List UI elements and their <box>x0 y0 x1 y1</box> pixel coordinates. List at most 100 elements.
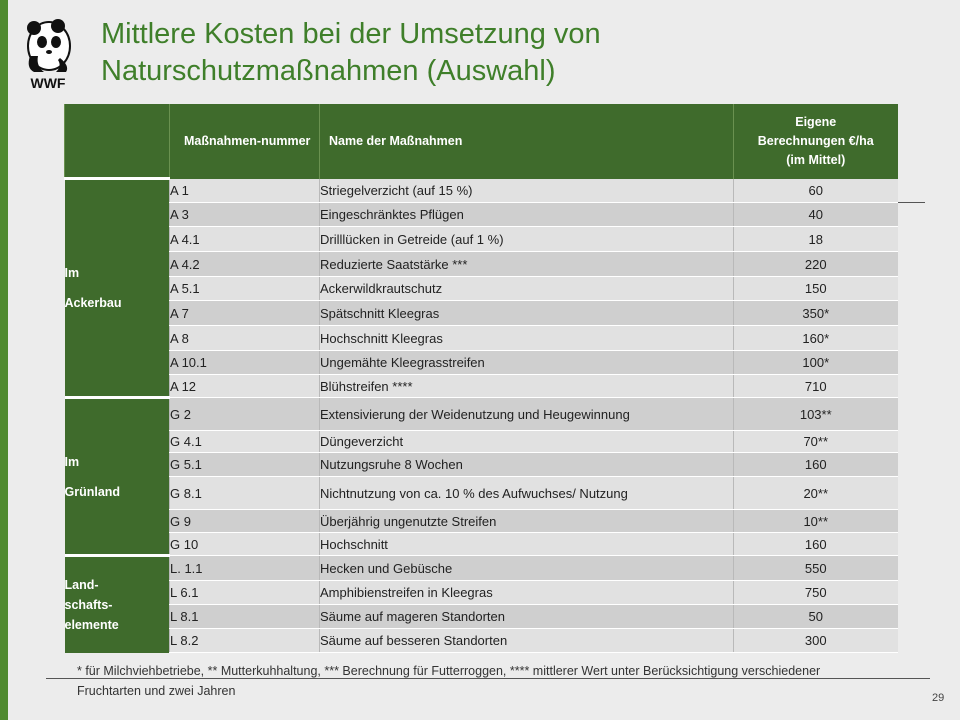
measure-cost: 40 <box>733 202 898 227</box>
page-number: 29 <box>932 692 945 704</box>
group-label-line: Im <box>64 266 80 280</box>
measure-cost: 160* <box>733 325 898 351</box>
measure-name: Nutzungsruhe 8 Wochen <box>319 452 734 477</box>
measure-cost: 70** <box>733 430 898 453</box>
measure-number: G 4.1 <box>169 430 320 453</box>
group-label: Im Grünland <box>64 396 170 556</box>
measure-name: Hochschnitt <box>319 532 734 556</box>
table-row: A 4.1 Drilllücken in Getreide (auf 1 %) 18 <box>65 226 898 252</box>
measure-number: G 9 <box>169 509 320 533</box>
table-row: Im Ackerbau A 1 Striegelverzicht (auf 15 %)… <box>64 177 898 398</box>
group-label-line: Im <box>64 454 80 469</box>
measure-number: A 12 <box>169 374 320 398</box>
table-row: G 4.1 Düngeverzicht 70** <box>65 430 898 453</box>
table-row: G 8.1 Nichtnutzung von ca. 10 % des Aufwu… <box>65 476 898 510</box>
footnote: * für Milchviehbetriebe, ** Mutterkuhhal… <box>77 664 821 698</box>
measure-name: Spätschnitt Kleegras <box>319 300 734 326</box>
table-row: G 5.1 Nutzungsruhe 8 Wochen 160 <box>65 452 898 477</box>
measure-number: A 4.1 <box>169 226 320 252</box>
measure-cost: 550 <box>733 555 898 581</box>
measure-name: Hecken und Gebüsche <box>319 555 734 581</box>
measure-number: A 4.2 <box>169 251 320 277</box>
measure-cost: 220 <box>733 251 898 277</box>
measure-number: G 2 <box>169 397 320 431</box>
measure-cost: 100* <box>733 350 898 375</box>
measure-name: Ackerwildkrautschutz <box>319 276 734 301</box>
measure-cost: 160 <box>733 452 898 477</box>
measure-name: Säume auf besseren Standorten <box>319 628 734 653</box>
header-cost-label: Eigene Berechnungen €/ha (im Mittel) <box>757 114 874 167</box>
group-label: Land-schafts-elemente <box>64 554 170 653</box>
table-row: A 4.2 Reduzierte Saatstärke *** 220 <box>65 251 898 277</box>
table-row: Im Grünland G 2 Extensivierung der Weidenut… <box>64 396 898 556</box>
slide-title: Mittlere Kosten bei der Umsetzung von Na… <box>101 18 601 87</box>
measure-cost: 18 <box>733 226 898 252</box>
measure-name: Nichtnutzung von ca. 10 % des Aufwuchses… <box>319 476 734 510</box>
measure-cost: 350* <box>733 300 898 326</box>
header-number: Maßnahmen-nummer <box>169 104 320 179</box>
measure-number: A 10.1 <box>169 350 320 375</box>
measure-number: G 5.1 <box>169 452 320 477</box>
measure-number: A 8 <box>169 325 320 351</box>
measure-number: G 8.1 <box>169 476 320 510</box>
cost-table: Maßnahmen-nummer Name der Maßnahmen Eige… <box>64 104 898 653</box>
panda-icon: WWF <box>27 19 71 91</box>
measure-name: Reduzierte Saatstärke *** <box>319 251 734 277</box>
measure-number: L 6.1 <box>169 580 320 605</box>
group-label-line: elemente <box>64 617 119 632</box>
measure-number: A 5.1 <box>169 276 320 301</box>
bottom-rule <box>46 678 930 679</box>
measure-number: L 8.2 <box>169 628 320 653</box>
logo-text: WWF <box>31 75 66 91</box>
table-body: Im Ackerbau A 1 Striegelverzicht (auf 15 %)… <box>64 177 898 653</box>
table-row: A 3 Eingeschränktes Pflügen 40 <box>65 202 898 227</box>
side-rule <box>897 202 925 203</box>
measure-cost: 20** <box>733 476 898 510</box>
measure-cost: 150 <box>733 276 898 301</box>
measure-name: Striegelverzicht (auf 15 %) <box>319 178 734 203</box>
measure-cost: 50 <box>733 604 898 629</box>
group-label-line: schafts- <box>64 597 113 612</box>
measure-name: Säume auf mageren Standorten <box>319 604 734 629</box>
measure-name: Hochschnitt Kleegras <box>319 325 734 351</box>
measure-name: Eingeschränktes Pflügen <box>319 202 734 227</box>
measure-cost: 10** <box>733 509 898 533</box>
measure-cost: 300 <box>733 628 898 653</box>
group-label-line: Land- <box>64 577 99 592</box>
header-number-label: Maßnahmen-nummer <box>184 133 311 148</box>
measure-name: Blühstreifen **** <box>319 374 734 398</box>
measure-name: Drilllücken in Getreide (auf 1 %) <box>319 226 734 252</box>
table-row: Land-schafts-elemente L. 1.1 Hecken und Ge… <box>64 554 898 653</box>
table-row: A 10.1 Ungemähte Kleegrasstreifen 100* <box>65 350 898 375</box>
measure-name: Überjährig ungenutzte Streifen <box>319 509 734 533</box>
header-group <box>64 104 170 179</box>
measure-cost: 710 <box>733 374 898 398</box>
wwf-logo: WWF <box>22 14 74 94</box>
table-row: L 8.1 Säume auf mageren Standorten 50 <box>65 604 898 629</box>
group-label-line: Grünland <box>64 484 121 499</box>
measure-number: A 3 <box>169 202 320 227</box>
table-row: A 5.1 Ackerwildkrautschutz 150 <box>65 276 898 301</box>
measure-number: L. 1.1 <box>169 555 320 581</box>
measure-cost: 750 <box>733 580 898 605</box>
group-label-line: Ackerbau <box>64 296 122 310</box>
measure-name: Extensivierung der Weidenutzung und Heug… <box>319 397 734 431</box>
group-label: Im Ackerbau <box>64 177 170 398</box>
measure-cost: 60 <box>733 178 898 203</box>
header-row: Maßnahmen-nummer Name der Maßnahmen Eige… <box>64 104 898 179</box>
measure-number: L 8.1 <box>169 604 320 629</box>
measure-number: A 1 <box>169 178 320 203</box>
measure-number: G 10 <box>169 532 320 556</box>
table-row: A 12 Blühstreifen **** 710 <box>65 374 898 398</box>
table-row: G 9 Überjährig ungenutzte Streifen 10** <box>65 509 898 533</box>
measure-cost: 160 <box>733 532 898 556</box>
header-cost: Eigene Berechnungen €/ha (im Mittel) <box>733 104 898 179</box>
measure-cost: 103** <box>733 397 898 431</box>
table-row: L 6.1 Amphibienstreifen in Kleegras 750 <box>65 580 898 605</box>
table-row: A 8 Hochschnitt Kleegras 160* <box>65 325 898 351</box>
table-row: G 10 Hochschnitt 160 <box>65 532 898 556</box>
left-accent-bar <box>0 0 8 720</box>
measure-name: Amphibienstreifen in Kleegras <box>319 580 734 605</box>
table-row: A 7 Spätschnitt Kleegras 350* <box>65 300 898 326</box>
measure-name: Ungemähte Kleegrasstreifen <box>319 350 734 375</box>
